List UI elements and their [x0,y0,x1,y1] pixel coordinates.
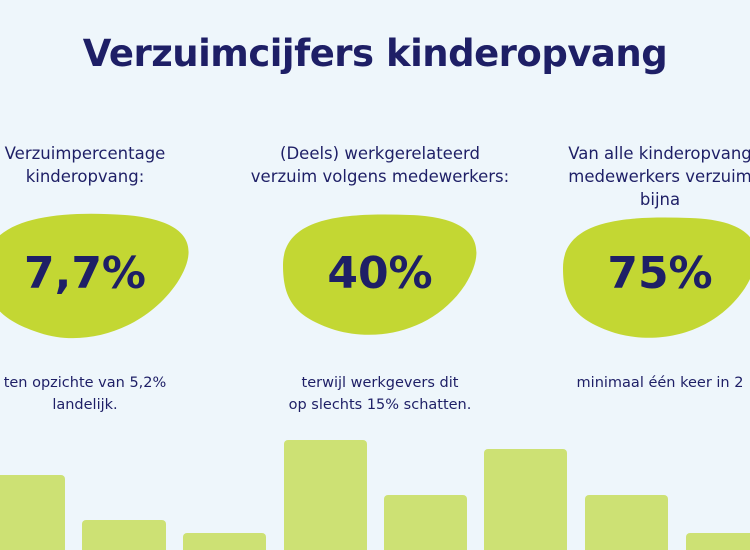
text-line: terwijl werkgevers dit [301,375,459,391]
text-line: Van alle kinderopvang [568,144,750,163]
decorative-bars [0,440,750,550]
blobs [0,213,750,339]
deco-bar [183,533,266,550]
deco-bar [484,449,567,550]
stat-value: 7,7% [23,248,147,299]
blob [0,213,189,339]
text-line: ten opzichte van 5,2% [3,375,167,391]
stat-value: 75% [607,248,713,299]
column-heading: (Deels) werkgerelateerd verzuim volgens m… [230,142,530,188]
text-line: (Deels) werkgerelateerd [280,144,480,163]
title: Verzuimcijfers kinderopvang [82,32,668,75]
deco-bar [384,495,467,550]
stat-value: 40% [327,248,433,299]
deco-bar [0,475,65,550]
deco-bar [82,520,166,550]
column-note: minimaal één keer in 2 [510,372,750,394]
text-line: medewerkers verzuim [568,167,750,186]
blob [563,217,750,338]
column-heading: Verzuimpercentage kinderopvang: [0,142,235,188]
column-note: ten opzichte van 5,2% landelijk. [0,372,235,416]
blob [283,214,477,335]
column-note: terwijl werkgevers dit op slechts 15% sch… [230,372,530,416]
deco-bar [686,533,750,550]
text-line: op slechts 15% schatten. [288,397,472,413]
deco-bar [284,440,367,550]
text-line: kinderopvang: [25,167,145,186]
text-line: verzuim volgens medewerkers: [250,167,510,186]
text-line: minimaal één keer in 2 [576,375,744,391]
text-line: bijna [639,190,681,209]
text-line: landelijk. [52,397,118,413]
deco-bar [585,495,668,550]
column-heading: Van alle kinderopvang medewerkers verzuim… [510,142,750,211]
text-line: Verzuimpercentage [4,144,166,163]
